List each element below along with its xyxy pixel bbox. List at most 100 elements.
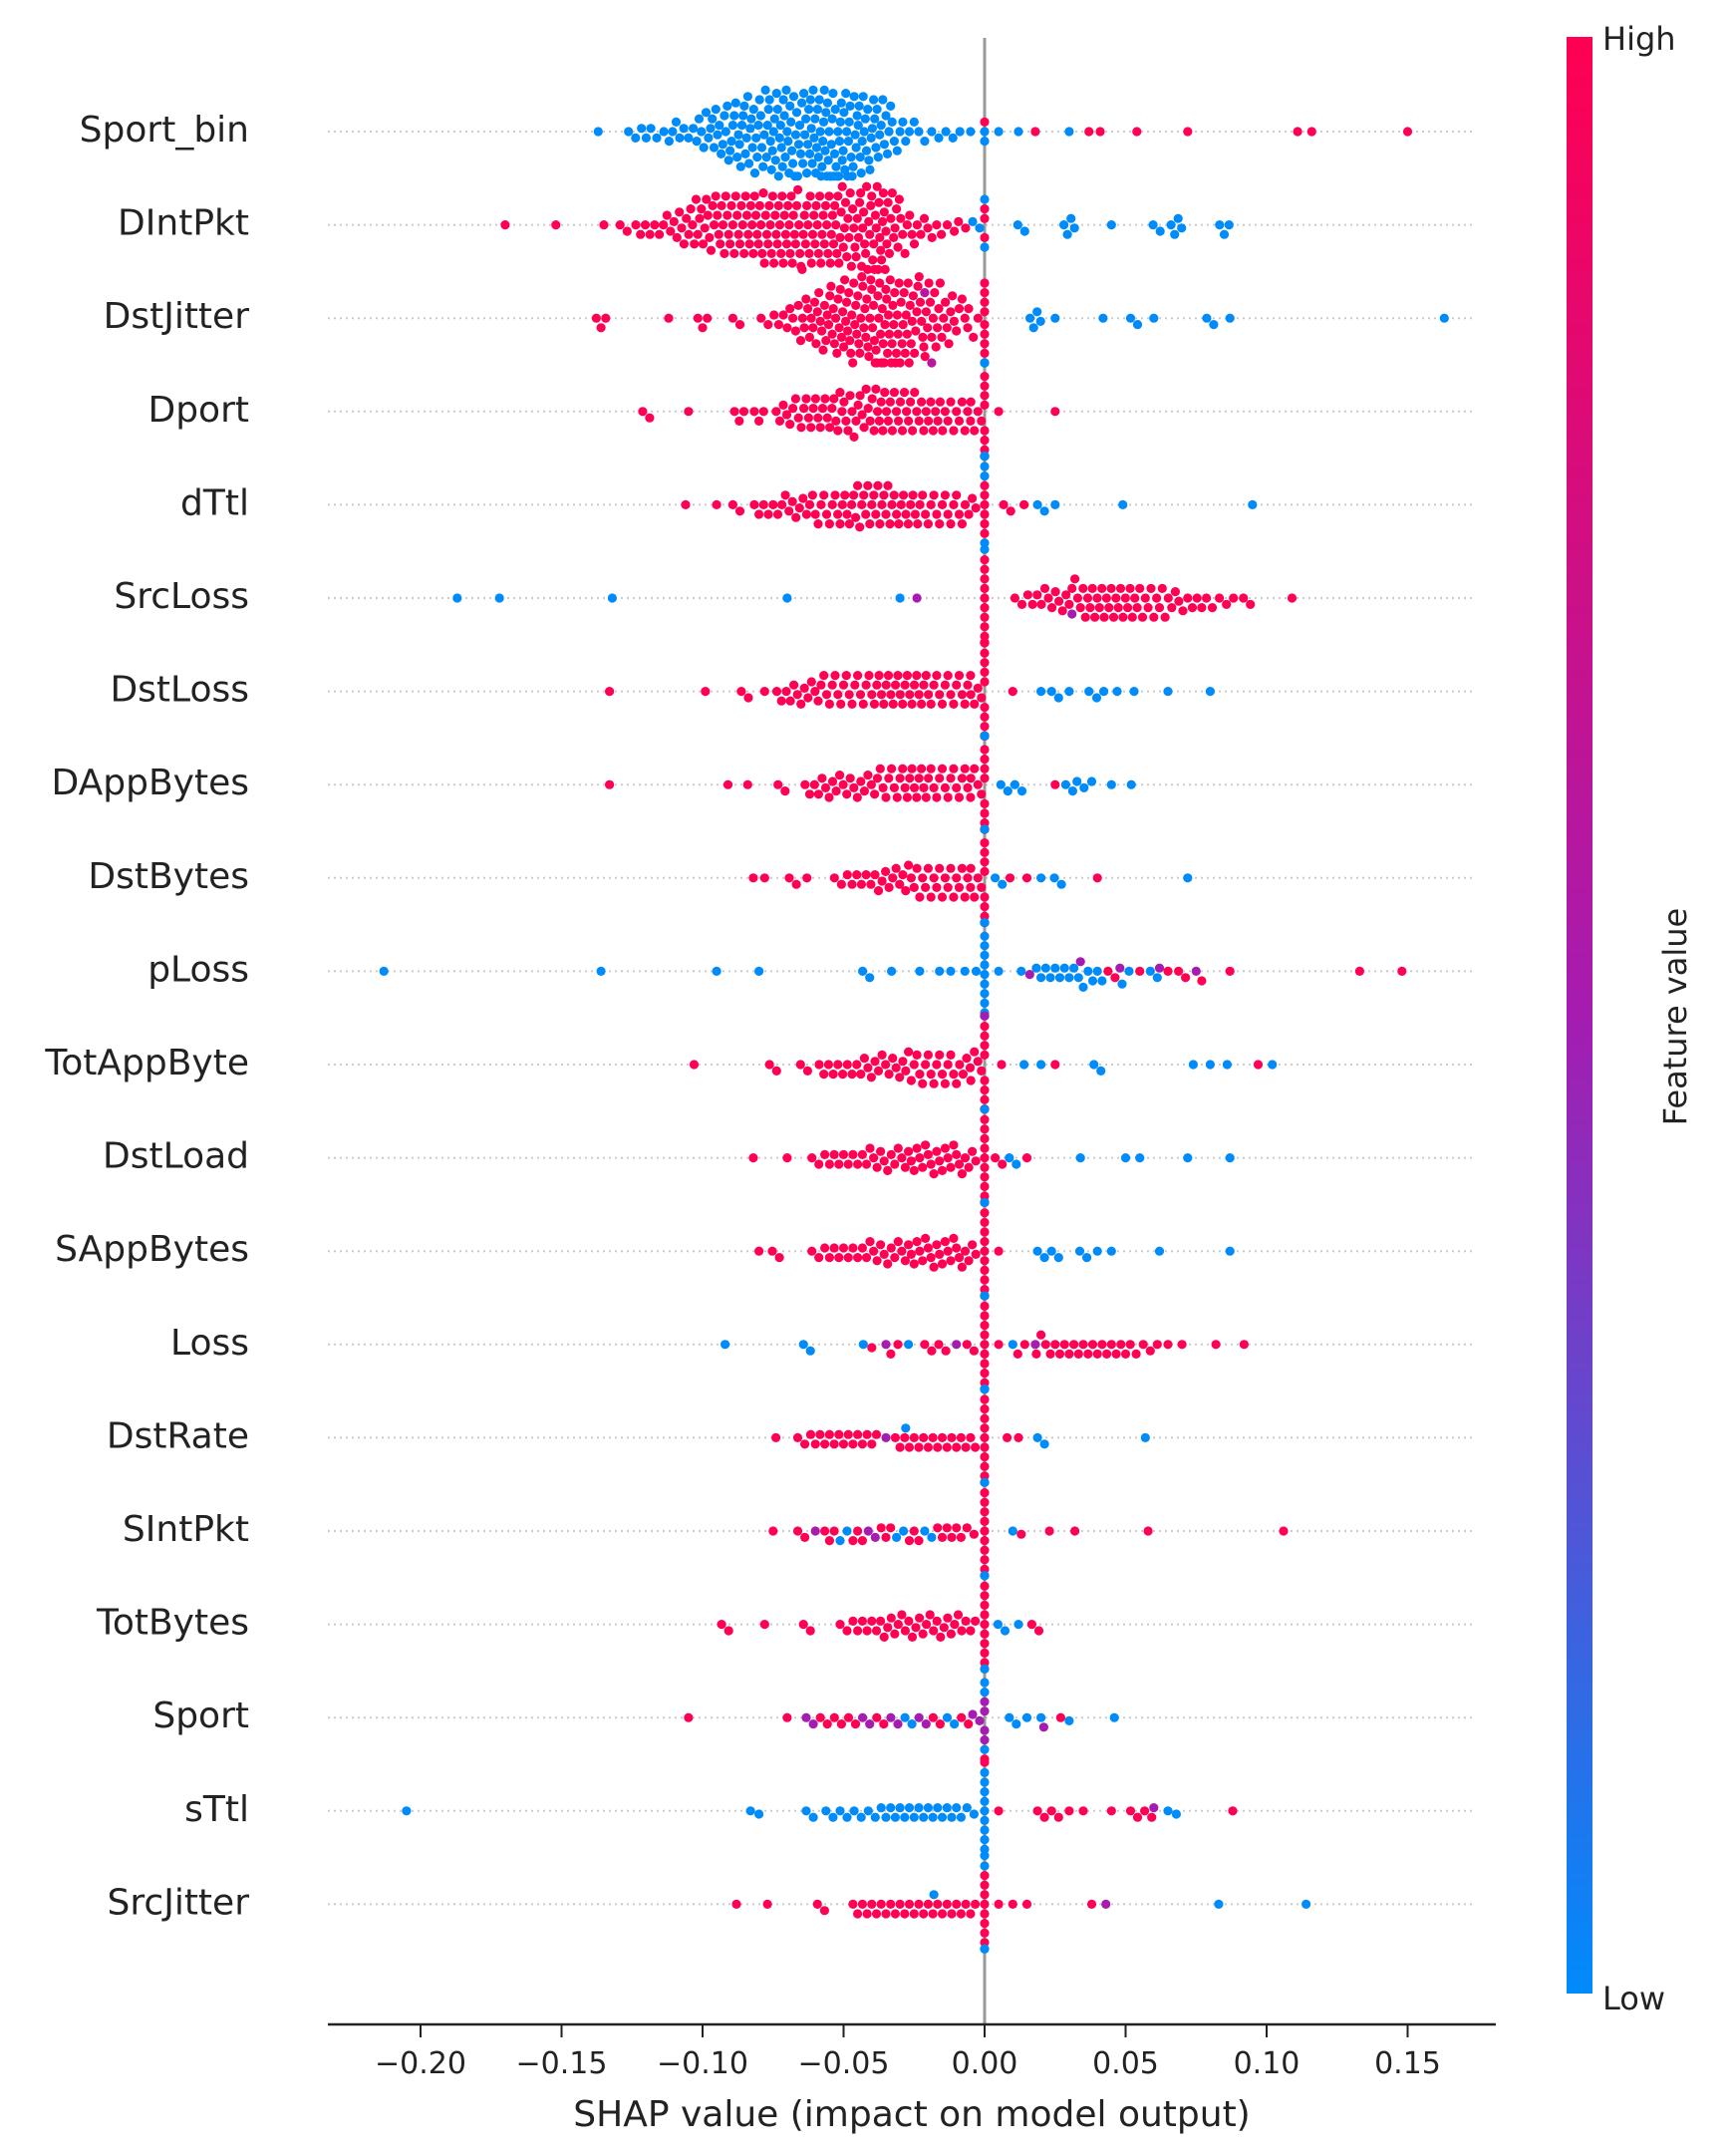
shap-point	[1012, 220, 1022, 230]
shap-point	[808, 85, 818, 95]
shap-point	[1215, 220, 1225, 230]
shap-point	[850, 1719, 861, 1729]
shap-point	[863, 264, 873, 274]
shap-point	[953, 1610, 964, 1620]
shap-point	[948, 291, 958, 301]
shap-point	[968, 216, 978, 226]
shap-point	[980, 452, 990, 462]
shap-point	[805, 1429, 816, 1439]
feature-label: DAppBytes	[52, 763, 249, 803]
shap-point	[684, 229, 694, 239]
shap-point	[775, 121, 785, 131]
shap-point	[955, 1060, 965, 1070]
shap-point	[883, 197, 893, 207]
shap-point	[980, 1311, 990, 1321]
shap-point	[738, 111, 748, 121]
shap-point	[962, 1340, 972, 1350]
shap-point	[867, 284, 877, 294]
shap-point	[855, 391, 865, 401]
shap-point	[843, 1429, 853, 1439]
shap-point	[980, 1076, 990, 1085]
shap-point	[817, 326, 827, 336]
shap-point	[867, 1439, 877, 1449]
shap-point	[960, 699, 970, 710]
shap-point	[650, 220, 660, 230]
shap-point	[842, 127, 852, 137]
x-tick-label: 0.05	[1092, 2046, 1159, 2081]
shap-point	[848, 358, 858, 368]
shap-point	[991, 1153, 1001, 1163]
shap-point	[1016, 966, 1026, 977]
shap-point	[873, 886, 884, 896]
shap-point	[863, 342, 873, 352]
shap-point	[980, 509, 990, 519]
shap-point	[744, 158, 754, 168]
shap-point	[904, 1240, 914, 1250]
shap-point	[874, 671, 884, 681]
shap-point	[980, 1835, 990, 1845]
shap-point	[1152, 1340, 1162, 1350]
shap-point	[980, 1133, 990, 1143]
shap-point	[809, 779, 819, 789]
shap-point	[1197, 976, 1207, 986]
shap-point	[720, 248, 729, 258]
shap-point	[923, 519, 934, 529]
shap-point	[971, 503, 981, 513]
shap-point	[980, 490, 990, 500]
shap-point	[908, 291, 919, 301]
shap-point	[888, 873, 898, 883]
shap-point	[915, 892, 925, 902]
shap-point	[857, 1149, 868, 1159]
shap-point	[1046, 1806, 1056, 1816]
shap-point	[924, 278, 934, 288]
feature-label: DstBytes	[88, 856, 249, 897]
shap-point	[980, 612, 990, 622]
shap-point	[980, 400, 990, 410]
shap-point	[876, 245, 886, 255]
shap-point	[873, 264, 883, 274]
shap-point	[901, 1423, 911, 1433]
shap-point	[935, 966, 945, 977]
shap-point	[879, 1156, 889, 1166]
shap-point	[980, 1413, 990, 1423]
shap-point	[712, 966, 722, 977]
shap-point	[957, 773, 968, 783]
shap-point	[834, 323, 844, 333]
shap-point	[1115, 583, 1126, 594]
shap-point	[980, 1237, 990, 1247]
shap-point	[993, 1620, 1004, 1630]
shap-point	[810, 114, 820, 124]
shap-point	[1163, 593, 1173, 603]
shap-point	[900, 1626, 911, 1636]
shap-point	[880, 320, 890, 330]
shap-point	[1021, 1899, 1032, 1909]
shap-point	[835, 117, 846, 127]
shap-point	[757, 248, 767, 258]
shap-point	[794, 220, 804, 230]
shap-point	[759, 258, 769, 268]
shap-point	[940, 490, 951, 500]
shap-point	[1078, 1806, 1088, 1816]
shap-point	[686, 204, 696, 214]
shap-point	[961, 1616, 971, 1626]
shap-point	[918, 1162, 928, 1172]
shap-point	[1181, 973, 1191, 983]
shap-point	[853, 1159, 863, 1169]
shap-point	[865, 313, 875, 323]
shap-point	[998, 879, 1008, 889]
shap-point	[853, 232, 864, 242]
shap-point	[943, 1246, 953, 1256]
shap-point	[790, 326, 801, 336]
shap-point	[1116, 1340, 1126, 1350]
shap-point	[926, 892, 936, 902]
shap-point	[1137, 612, 1148, 622]
shap-point	[1012, 1159, 1021, 1169]
shap-point	[903, 519, 914, 529]
shap-point	[939, 1623, 949, 1633]
shap-point	[869, 1153, 879, 1163]
shap-point	[771, 1066, 781, 1076]
shap-point	[792, 1526, 803, 1536]
shap-point	[898, 1057, 908, 1067]
shap-point	[1106, 1246, 1116, 1256]
shap-point	[615, 220, 625, 230]
